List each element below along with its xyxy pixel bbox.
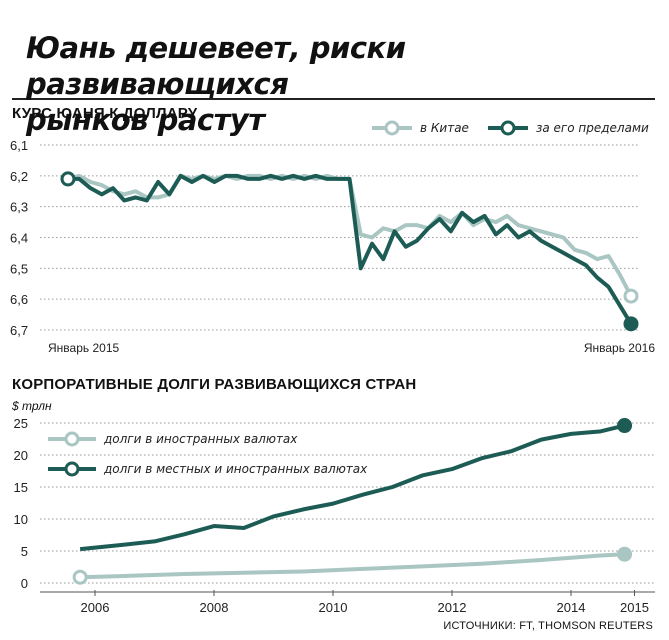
headline: Юань дешевеет, риски развивающихся рынко… bbox=[26, 30, 655, 138]
chart2-unit: $ трлн bbox=[12, 399, 52, 413]
y-tick-label: 6,4 bbox=[10, 231, 28, 246]
x-tick-label: 2006 bbox=[81, 600, 110, 615]
series-end-point bbox=[617, 418, 633, 434]
legend-label: в Китае bbox=[420, 121, 469, 135]
x-tick-label: 2014 bbox=[557, 600, 586, 615]
series-end-point bbox=[623, 288, 639, 304]
y-tick-label: 6,6 bbox=[10, 292, 28, 307]
legend-swatch-marker bbox=[384, 120, 400, 136]
legend-label: за его пределами bbox=[536, 121, 649, 135]
y-tick-label: 6,2 bbox=[10, 169, 28, 184]
series-end-point bbox=[617, 546, 633, 562]
y-tick-label: 6,5 bbox=[10, 261, 28, 276]
yuan-rate-chart: 6,1 6,2 6,3 6,4 6,5 6,6 6,7 Январь 2015 Январь 2… bbox=[10, 120, 655, 355]
y-tick-label: 10 bbox=[14, 512, 28, 527]
y-tick-label: 5 bbox=[21, 544, 28, 559]
headline-line-2: рынков растут bbox=[26, 103, 265, 137]
y-tick-label: 0 bbox=[21, 576, 28, 591]
source-note: ИСТОЧНИКИ: FT, THOMSON REUTERS bbox=[443, 620, 653, 632]
legend-label: долги в местных и иностранных валютах bbox=[103, 462, 368, 476]
corporate-debt-chart: 0 5 10 15 20 25 2006 2008 2010 2012 2014 2015 долги … bbox=[14, 416, 655, 615]
series-line bbox=[68, 173, 633, 325]
x-label-start: Январь 2015 bbox=[48, 341, 119, 355]
legend-swatch-marker bbox=[500, 120, 516, 136]
y-tick-label: 6,3 bbox=[10, 200, 28, 215]
chart1-title: КУРС ЮАНЯ К ДОЛЛАРУ bbox=[12, 105, 198, 122]
x-tick-label: 2008 bbox=[200, 600, 229, 615]
series-start-point bbox=[72, 569, 88, 585]
x-tick-label: 2015 bbox=[620, 600, 649, 615]
y-tick-label: 15 bbox=[14, 480, 28, 495]
x-tick-label: 2012 bbox=[438, 600, 467, 615]
y-tick-label: 6,7 bbox=[10, 323, 28, 338]
headline-line-1: Юань дешевеет, риски развивающихся bbox=[26, 31, 406, 101]
series-line bbox=[79, 423, 626, 552]
legend-swatch-marker bbox=[64, 431, 80, 447]
chart2-title: КОРПОРАТИВНЫЕ ДОЛГИ РАЗВИВАЮЩИХСЯ СТРАН bbox=[12, 376, 417, 393]
series-start-point bbox=[60, 171, 76, 187]
legend-swatch-marker bbox=[64, 461, 80, 477]
y-tick-label: 20 bbox=[14, 448, 28, 463]
x-tick-label: 2010 bbox=[319, 600, 348, 615]
x-label-end: Январь 2016 bbox=[584, 341, 655, 355]
series-end-point bbox=[623, 316, 639, 332]
title-box: Юань дешевеет, риски развивающихся рынко… bbox=[12, 12, 655, 137]
y-tick-label: 25 bbox=[14, 416, 28, 431]
y-tick-label: 6,1 bbox=[10, 138, 28, 153]
legend-label: долги в иностранных валютах bbox=[103, 432, 298, 446]
series-line bbox=[80, 552, 625, 580]
